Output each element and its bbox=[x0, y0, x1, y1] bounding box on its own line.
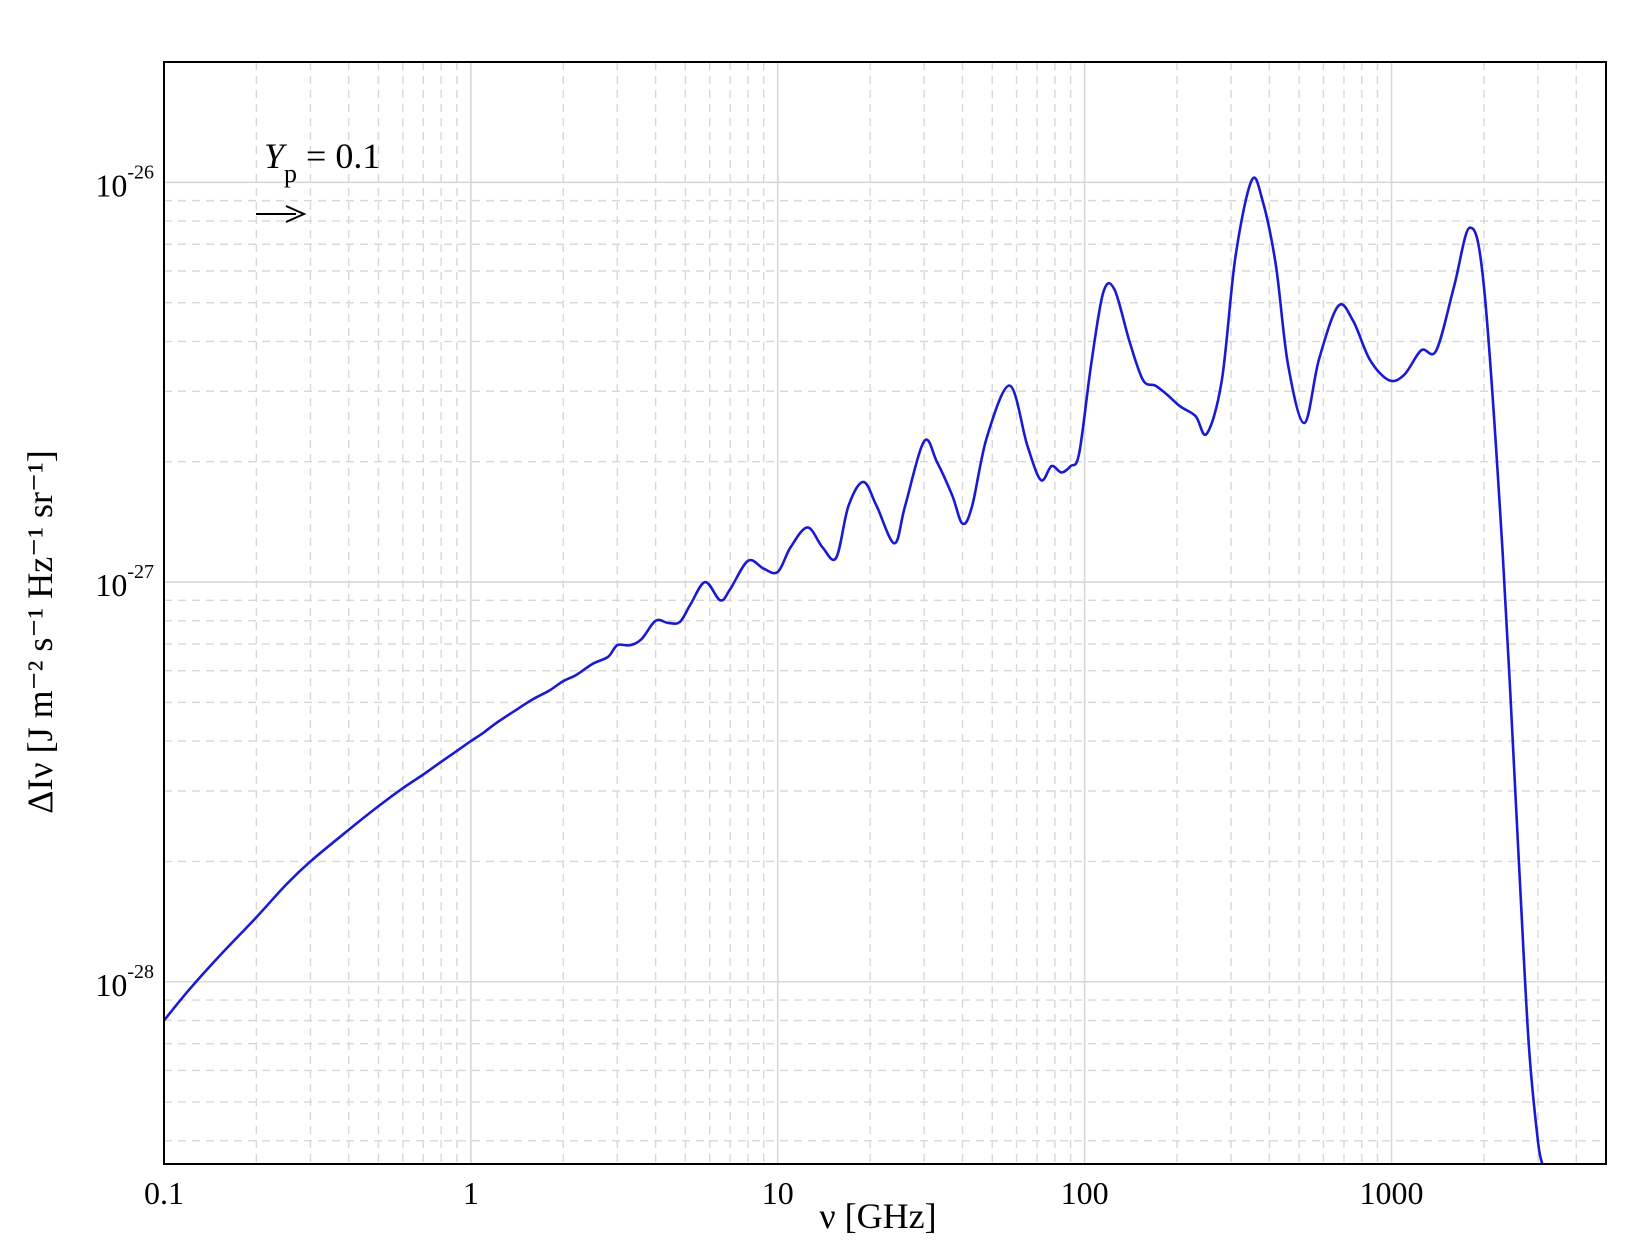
series-line bbox=[164, 176, 1544, 1164]
x-tick-label: 10 bbox=[762, 1175, 794, 1211]
x-tick-label: 0.1 bbox=[144, 1175, 184, 1211]
svg-text:Yp = 0.1: Yp = 0.1 bbox=[264, 136, 380, 188]
annotation-symbol: Y bbox=[264, 136, 288, 176]
y-tick-labels: 10-28 10-27 10-26 bbox=[95, 161, 154, 1002]
annotation-value: = 0.1 bbox=[297, 136, 380, 176]
x-axis-label: ν [GHz] bbox=[819, 1196, 936, 1236]
x-tick-label: 1000 bbox=[1360, 1175, 1424, 1211]
grid bbox=[163, 61, 1607, 1164]
y-tick-label: 10-27 bbox=[95, 561, 154, 603]
plot-frame bbox=[163, 61, 1607, 1165]
y-tick-label: 10-26 bbox=[95, 161, 154, 203]
y-tick-label: 10-28 bbox=[95, 961, 154, 1003]
y-axis-label: ΔIν [J m⁻² s⁻¹ Hz⁻¹ sr⁻¹] bbox=[20, 450, 60, 814]
annotation-subscript: p bbox=[284, 159, 297, 188]
x-tick-label: 1 bbox=[463, 1175, 479, 1211]
annotation: Yp = 0.1 bbox=[256, 136, 380, 223]
annotation-arrow-head bbox=[285, 205, 307, 223]
x-tick-label: 100 bbox=[1061, 1175, 1109, 1211]
x-tick-labels: 0.1 1 10 100 1000 bbox=[144, 1175, 1424, 1211]
plot-area bbox=[164, 176, 1544, 1164]
